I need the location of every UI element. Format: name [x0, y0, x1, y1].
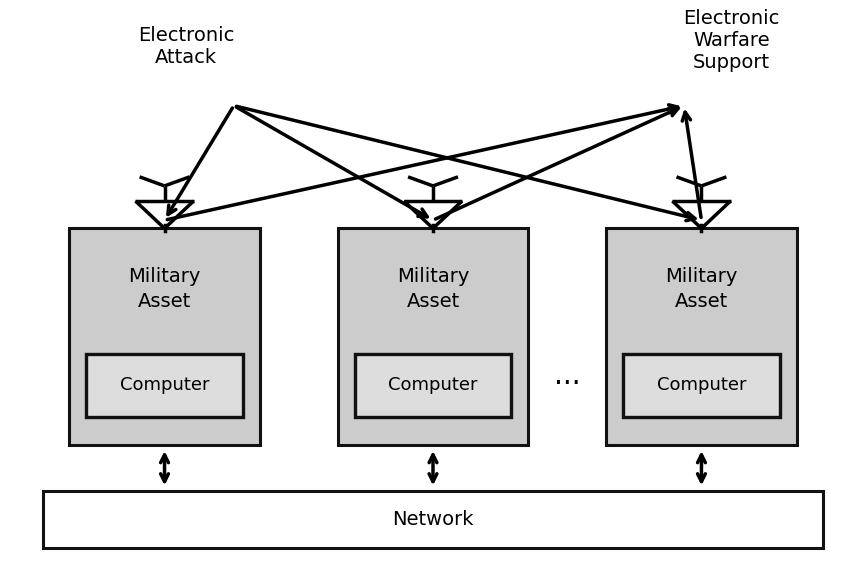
Text: Electronic
Attack: Electronic Attack: [138, 26, 235, 67]
Text: Computer: Computer: [120, 376, 210, 395]
Bar: [606, 228, 797, 445]
Bar: [624, 354, 779, 417]
Text: Military
Asset: Military Asset: [128, 267, 201, 311]
Bar: [69, 228, 260, 445]
Bar: [87, 354, 242, 417]
Bar: [355, 354, 511, 417]
Text: ...: ...: [554, 362, 580, 390]
Text: Computer: Computer: [388, 376, 478, 395]
Text: Computer: Computer: [656, 376, 746, 395]
Text: Electronic
Warfare
Support: Electronic Warfare Support: [683, 9, 780, 71]
Text: Military
Asset: Military Asset: [397, 267, 469, 311]
Bar: [43, 491, 823, 548]
Text: Military
Asset: Military Asset: [665, 267, 738, 311]
Bar: [338, 228, 528, 445]
Text: Network: Network: [392, 510, 474, 529]
